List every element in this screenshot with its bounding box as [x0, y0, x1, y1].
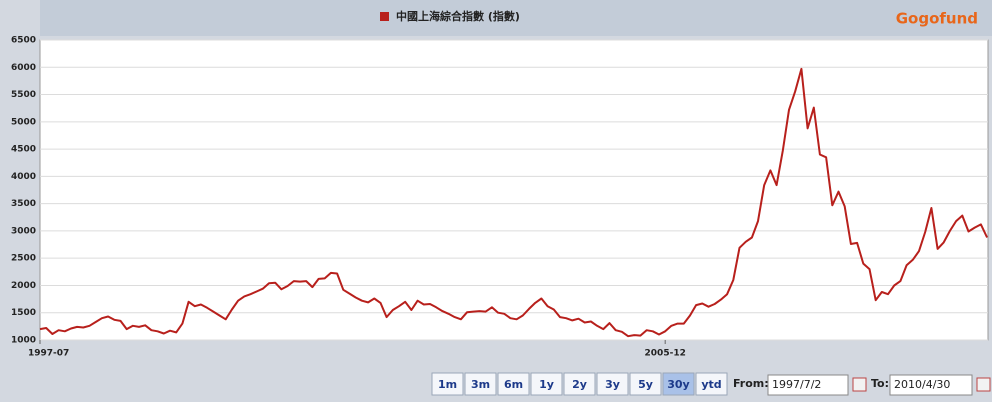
- from-value: 1997/7/2: [772, 378, 821, 391]
- range-button[interactable]: [464, 372, 497, 396]
- y-tick-label: 1000: [11, 336, 36, 346]
- to-label: To:: [871, 377, 889, 390]
- range-label: ytd: [701, 378, 721, 391]
- range-label: 6m: [504, 378, 523, 391]
- legend-label: 中國上海綜合指數 (指數): [396, 9, 520, 23]
- range-label: 3y: [605, 378, 620, 391]
- calendar-icon[interactable]: [976, 377, 991, 392]
- header-band: [40, 0, 992, 36]
- y-tick-label: 1500: [11, 308, 36, 318]
- calendar-icon[interactable]: [852, 377, 867, 392]
- range-label: 30y: [667, 378, 689, 391]
- range-button[interactable]: [497, 372, 530, 396]
- legend-swatch: [380, 12, 389, 21]
- to-value: 2010/4/30: [894, 378, 950, 391]
- range-label: 5y: [638, 378, 653, 391]
- range-button[interactable]: [629, 372, 662, 396]
- range-label: 1m: [438, 378, 457, 391]
- y-tick-label: 4500: [11, 145, 36, 155]
- controls: From: 1997/7/2 To: 2010/4/30 1m 3m 6m 1y 2y 3…: [431, 372, 991, 396]
- plot-area: [39, 39, 989, 341]
- x-tick-label: 1997-07: [28, 349, 69, 359]
- y-tick-label: 6000: [11, 63, 36, 73]
- y-tick-label: 5500: [11, 90, 36, 100]
- range-button[interactable]: [431, 372, 464, 396]
- y-tick-label: 4000: [11, 172, 36, 182]
- range-button[interactable]: [662, 372, 695, 396]
- range-label: 1y: [539, 378, 554, 391]
- from-input[interactable]: [767, 374, 849, 396]
- y-tick-label: 2500: [11, 254, 36, 264]
- brand: Gogofund: [896, 10, 978, 28]
- range-button[interactable]: [695, 372, 728, 396]
- range-label: 3m: [471, 378, 490, 391]
- to-input[interactable]: [889, 374, 973, 396]
- range-button[interactable]: [596, 372, 629, 396]
- y-tick-label: 3000: [11, 226, 36, 236]
- range-button[interactable]: [530, 372, 563, 396]
- range-button[interactable]: [563, 372, 596, 396]
- range-label: 2y: [572, 378, 587, 391]
- series-line: [39, 67, 989, 338]
- y-tick-label: 2000: [11, 281, 36, 291]
- y-tick-label: 6500: [11, 36, 36, 46]
- from-label: From:: [733, 377, 769, 390]
- y-tick-label: 3500: [11, 199, 36, 209]
- y-tick-label: 5000: [11, 117, 36, 127]
- x-tick-label: 2005-12: [645, 349, 686, 359]
